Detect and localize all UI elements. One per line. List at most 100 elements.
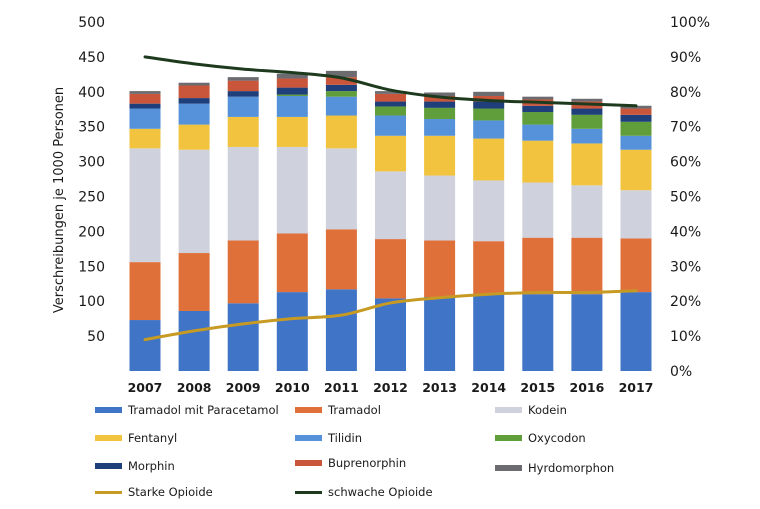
- legend-label: Starke Opioide: [128, 485, 213, 499]
- legend-item-starke-opioide: Starke Opioide: [95, 485, 213, 499]
- y-tick-label: 300: [78, 155, 105, 171]
- legend-item-fentanyl: Fentanyl: [95, 431, 177, 445]
- bar-segment-fentanyl: [473, 138, 505, 181]
- legend-item-tilidin: Tilidin: [295, 431, 362, 445]
- bar-segment-tramadol: [325, 229, 357, 290]
- bar-segment-hyrdomorphon: [522, 96, 554, 100]
- bar-segment-buprenorphin: [424, 95, 456, 102]
- line-schwache-opioide: [143, 55, 638, 108]
- legend-item-oxycodon: Oxycodon: [495, 431, 586, 445]
- lines: [143, 55, 638, 342]
- bar-segment-morphin: [571, 108, 603, 115]
- legend-swatch: [295, 407, 322, 413]
- bar-stack-2009: [227, 77, 259, 371]
- bar-segment-buprenorphin: [375, 93, 406, 102]
- y2-axis-ticks: 0% 10% 20% 30% 40% 50% 60% 70% 80% 90% 100%: [670, 15, 710, 380]
- bar-segment-tilidin: [325, 96, 357, 116]
- bar-segment-tramadol: [620, 238, 652, 293]
- legend-label: Tramadol: [328, 403, 381, 417]
- legend-swatch: [495, 465, 522, 471]
- bar-segment-tramadol-mit-paracetamol: [424, 297, 456, 371]
- bar-segment-kodein: [129, 148, 161, 263]
- bar-segment-kodein: [620, 190, 652, 239]
- bar-stack-2008: [178, 82, 210, 371]
- y2-tick-label: 50%: [670, 190, 701, 206]
- bar-segment-kodein: [178, 149, 210, 254]
- y2-tick-label: 20%: [670, 294, 701, 310]
- bar-stack-2015: [522, 96, 554, 371]
- bar-segment-tramadol-mit-paracetamol: [325, 289, 357, 371]
- legend-label: Hyrdomorphon: [528, 461, 615, 475]
- bar-segment-tilidin: [129, 108, 161, 129]
- x-tick-label: 2010: [275, 380, 310, 395]
- bar-segment-hyrdomorphon: [227, 77, 259, 81]
- legend-item-morphin: Morphin: [95, 459, 175, 473]
- bar-segment-kodein: [522, 182, 554, 238]
- y2-tick-label: 80%: [670, 85, 701, 101]
- bar-stack-2016: [571, 98, 603, 371]
- bar-segment-tramadol-mit-paracetamol: [375, 298, 406, 371]
- y-tick-label: 400: [78, 85, 105, 101]
- bar-segment-buprenorphin: [620, 108, 652, 115]
- legend-swatch: [95, 435, 122, 441]
- bar-segment-hyrdomorphon: [424, 92, 456, 96]
- bar-segment-oxycodon: [325, 91, 357, 97]
- legend-swatch: [495, 435, 522, 441]
- bar-segment-oxycodon: [276, 94, 308, 96]
- bar-stack-2013: [424, 92, 456, 371]
- bar-segment-fentanyl: [522, 140, 554, 183]
- bar-segment-tramadol: [178, 253, 210, 311]
- bar-segment-tilidin: [178, 103, 210, 125]
- bar-stack-2012: [375, 91, 406, 371]
- legend-swatch: [495, 407, 522, 413]
- y-axis-ticks: 50 100 150 200 250 300 350 400 450 500: [78, 15, 105, 345]
- bar-segment-tramadol: [571, 237, 603, 295]
- bar-stack-2010: [276, 73, 308, 371]
- y-tick-label: 50: [87, 329, 105, 345]
- bar-segment-morphin: [227, 91, 259, 97]
- bar-segment-tilidin: [424, 119, 456, 136]
- y2-tick-label: 90%: [670, 50, 701, 66]
- bar-segment-oxycodon: [375, 106, 406, 116]
- bar-segment-fentanyl: [325, 115, 357, 149]
- legend-line-swatch: [95, 490, 122, 494]
- y2-tick-label: 100%: [670, 15, 710, 31]
- legend-item-hyrdomorphon: Hyrdomorphon: [495, 461, 614, 475]
- bar-segment-morphin: [473, 101, 505, 109]
- y-tick-label: 500: [78, 15, 105, 31]
- x-tick-label: 2014: [471, 380, 506, 395]
- bar-segment-hyrdomorphon: [375, 91, 406, 94]
- bar-segment-morphin: [620, 114, 652, 122]
- x-tick-label: 2011: [324, 380, 359, 395]
- legend-swatch: [295, 460, 322, 466]
- bar-segment-morphin: [375, 101, 406, 107]
- bar-segment-tramadol-mit-paracetamol: [227, 303, 259, 371]
- bar-segment-tramadol-mit-paracetamol: [178, 310, 210, 371]
- y-tick-label: 100: [78, 294, 105, 310]
- bar-segment-tilidin: [522, 124, 554, 141]
- bar-segment-tramadol-mit-paracetamol: [620, 292, 652, 371]
- x-tick-label: 2007: [128, 380, 163, 395]
- bar-segment-tramadol: [227, 240, 259, 304]
- bar-segment-tilidin: [276, 95, 308, 117]
- bar-segment-oxycodon: [522, 112, 554, 125]
- bar-stack-2007: [129, 91, 161, 371]
- bar-stack-2011: [325, 70, 357, 371]
- bar-segment-hyrdomorphon: [325, 70, 357, 78]
- y2-tick-label: 70%: [670, 120, 701, 136]
- bar-segment-tilidin: [571, 128, 603, 144]
- bar-segment-buprenorphin: [473, 95, 505, 102]
- bar-segment-tramadol: [522, 237, 554, 295]
- bar-segment-hyrdomorphon: [129, 91, 161, 94]
- bar-segment-kodein: [325, 148, 357, 230]
- bar-segment-buprenorphin: [325, 77, 357, 85]
- bar-segment-tilidin: [375, 115, 406, 136]
- legend-label: Oxycodon: [528, 431, 586, 445]
- bar-segment-tramadol-mit-paracetamol: [276, 292, 308, 371]
- bar-segment-tramadol: [276, 233, 308, 293]
- legend-label: schwache Opioide: [328, 485, 433, 499]
- bar-segment-fentanyl: [276, 116, 308, 147]
- legend-swatch: [295, 435, 322, 441]
- x-tick-label: 2013: [422, 380, 457, 395]
